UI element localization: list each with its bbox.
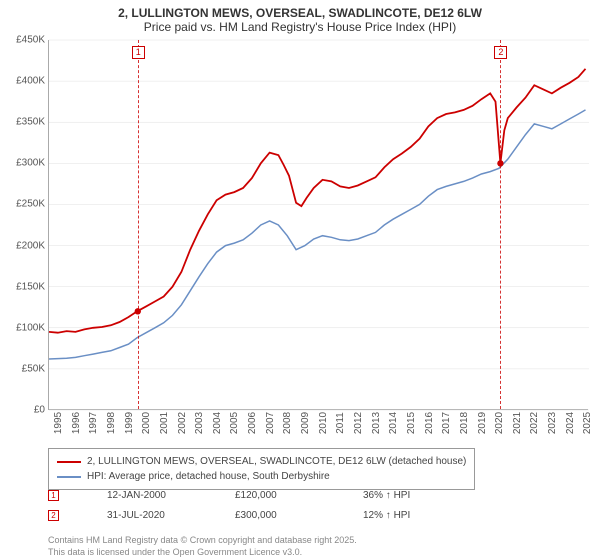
x-axis-tick: 2010 [314,412,329,434]
chart-plot-area: £0£50K£100K£150K£200K£250K£300K£350K£400… [48,40,588,410]
legend-item-price_paid: 2, LULLINGTON MEWS, OVERSEAL, SWADLINCOT… [57,454,466,469]
x-axis-tick: 2005 [225,412,240,434]
chart-title-line2: Price paid vs. HM Land Registry's House … [0,20,600,34]
x-axis-tick: 2025 [578,412,593,434]
y-axis-tick: £300K [16,158,49,169]
sale-price: £120,000 [235,490,315,501]
legend-label: 2, LULLINGTON MEWS, OVERSEAL, SWADLINCOT… [87,454,466,469]
legend-swatch [57,476,81,478]
sale-marker-box-1: 1 [132,46,145,59]
x-axis-tick: 2003 [190,412,205,434]
chart-title-line1: 2, LULLINGTON MEWS, OVERSEAL, SWADLINCOT… [0,6,600,20]
x-axis-tick: 2006 [243,412,258,434]
x-axis-tick: 2000 [137,412,152,434]
sale-row-1: 1 12-JAN-2000 £120,000 36% ↑ HPI [48,490,443,501]
sale-date: 31-JUL-2020 [107,510,187,521]
x-axis-tick: 2021 [508,412,523,434]
sale-marker-line-2 [500,40,501,409]
x-axis-tick: 2015 [402,412,417,434]
y-axis-tick: £350K [16,117,49,128]
x-axis-tick: 1999 [120,412,135,434]
x-axis-tick: 2009 [296,412,311,434]
y-axis-tick: £400K [16,76,49,87]
x-axis-tick: 2022 [525,412,540,434]
sale-change: 12% ↑ HPI [363,510,443,521]
x-axis-tick: 2023 [543,412,558,434]
x-axis-tick: 1997 [84,412,99,434]
y-axis-tick: £250K [16,199,49,210]
sale-marker-box-2: 2 [494,46,507,59]
x-axis-tick: 2011 [331,412,346,434]
x-axis-tick: 1995 [49,412,64,434]
x-axis-tick: 2013 [367,412,382,434]
y-axis-tick: £50K [22,363,49,374]
x-axis-tick: 2016 [420,412,435,434]
y-axis-tick: £200K [16,240,49,251]
x-axis-tick: 2002 [173,412,188,434]
credits-line2: This data is licensed under the Open Gov… [48,546,357,558]
x-axis-tick: 2007 [261,412,276,434]
legend-label: HPI: Average price, detached house, Sout… [87,469,330,484]
x-axis-tick: 2001 [155,412,170,434]
sale-price: £300,000 [235,510,315,521]
x-axis-tick: 2020 [490,412,505,434]
x-axis-tick: 2017 [437,412,452,434]
x-axis-tick: 1998 [102,412,117,434]
y-axis-tick: £0 [34,405,49,416]
y-axis-tick: £450K [16,35,49,46]
x-axis-tick: 1996 [67,412,82,434]
x-axis-tick: 2018 [455,412,470,434]
sale-row-marker: 2 [48,510,59,521]
x-axis-tick: 2014 [384,412,399,434]
x-axis-tick: 2004 [208,412,223,434]
sale-row-2: 2 31-JUL-2020 £300,000 12% ↑ HPI [48,510,443,521]
chart-svg [49,40,588,409]
legend-item-hpi: HPI: Average price, detached house, Sout… [57,469,466,484]
sale-change: 36% ↑ HPI [363,490,443,501]
series-hpi [49,110,586,359]
y-axis-tick: £150K [16,281,49,292]
x-axis-tick: 2008 [278,412,293,434]
series-price_paid [49,69,586,333]
y-axis-tick: £100K [16,322,49,333]
sale-row-marker: 1 [48,490,59,501]
x-axis-tick: 2019 [473,412,488,434]
x-axis-tick: 2024 [561,412,576,434]
x-axis-tick: 2012 [349,412,364,434]
sale-date: 12-JAN-2000 [107,490,187,501]
credits-line1: Contains HM Land Registry data © Crown c… [48,534,357,546]
credits-text: Contains HM Land Registry data © Crown c… [48,534,357,558]
chart-title-block: 2, LULLINGTON MEWS, OVERSEAL, SWADLINCOT… [0,0,600,36]
sale-marker-line-1 [138,40,139,409]
chart-legend: 2, LULLINGTON MEWS, OVERSEAL, SWADLINCOT… [48,448,475,490]
legend-swatch [57,461,81,463]
